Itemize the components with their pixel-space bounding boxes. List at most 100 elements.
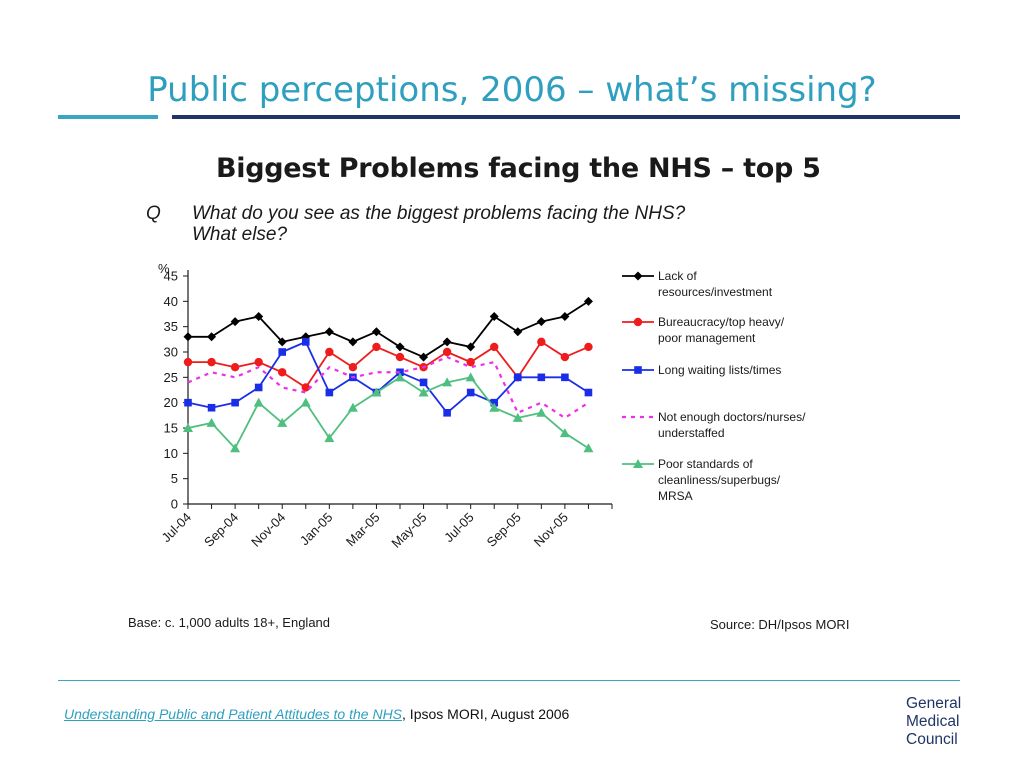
data-point xyxy=(419,352,429,362)
data-point xyxy=(443,409,451,417)
base-note: Base: c. 1,000 adults 18+, England xyxy=(128,615,331,630)
data-point xyxy=(183,357,193,367)
data-point xyxy=(325,347,334,357)
data-point xyxy=(490,342,499,352)
legend-label: resources/investment xyxy=(658,285,773,299)
data-point xyxy=(489,312,499,322)
x-tick-label: Nov-05 xyxy=(531,510,571,550)
data-point xyxy=(537,373,546,382)
data-point xyxy=(300,397,311,407)
legend-label: Long waiting lists/times xyxy=(658,363,781,377)
report-link[interactable]: Understanding Public and Patient Attitud… xyxy=(64,706,403,722)
x-tick-label: May-05 xyxy=(388,510,429,551)
data-point xyxy=(347,402,358,412)
legend-label: Not enough doctors/nurses/ xyxy=(658,410,806,424)
y-tick-label: 45 xyxy=(164,269,178,284)
data-point xyxy=(513,373,522,382)
data-point xyxy=(183,332,193,342)
title-rule xyxy=(172,115,960,119)
data-point xyxy=(442,337,452,347)
legend-label: MRSA xyxy=(658,489,693,503)
data-point xyxy=(490,398,499,407)
data-point xyxy=(442,347,452,357)
x-tick-label: Jul-04 xyxy=(158,510,194,546)
data-point xyxy=(230,317,240,327)
series-line-5 xyxy=(187,376,589,450)
data-point xyxy=(489,402,500,412)
data-point xyxy=(512,412,523,422)
data-point xyxy=(301,338,310,346)
chart-heading: Biggest Problems facing the NHS – top 5 xyxy=(216,153,821,184)
data-point xyxy=(466,357,475,367)
footer-reference-rest: , Ipsos MORI, August 2006 xyxy=(402,706,570,722)
question-text: What do you see as the biggest problems … xyxy=(192,203,832,245)
y-tick-label: 10 xyxy=(164,446,178,461)
series-line-2 xyxy=(188,340,589,389)
logo-line-3: Council xyxy=(906,731,958,748)
question-line-2: What else? xyxy=(192,224,288,245)
x-tick-label: Mar-05 xyxy=(343,510,383,550)
data-point xyxy=(206,417,217,427)
legend-marker-1 xyxy=(633,271,643,281)
data-point xyxy=(254,312,264,322)
legend-label: Bureaucracy/top heavy/ xyxy=(658,315,785,329)
legend-label: poor management xyxy=(658,331,756,345)
data-point xyxy=(348,363,358,372)
data-point xyxy=(395,372,405,382)
y-tick-label: 0 xyxy=(171,497,178,512)
legend-label: Poor standards of xyxy=(658,457,753,471)
data-point xyxy=(371,327,381,337)
x-tick-label: Jul-05 xyxy=(441,510,477,546)
y-tick-label: 20 xyxy=(164,395,178,410)
data-point xyxy=(325,388,334,397)
data-point xyxy=(231,398,239,407)
data-point xyxy=(584,388,593,397)
legend-marker-5 xyxy=(633,459,643,468)
x-tick-label: Sep-04 xyxy=(201,510,241,550)
data-point xyxy=(277,417,288,427)
data-point xyxy=(466,388,475,397)
data-point xyxy=(324,433,335,443)
series-line-4 xyxy=(187,355,590,419)
data-point xyxy=(278,368,287,377)
y-tick-label: 35 xyxy=(164,319,178,334)
data-point xyxy=(395,342,405,352)
data-point xyxy=(465,372,476,382)
y-tick-label: 15 xyxy=(164,421,178,436)
y-axis-label: % xyxy=(158,261,170,276)
data-point xyxy=(348,337,358,347)
data-point xyxy=(395,352,405,362)
data-point xyxy=(254,383,263,392)
x-tick-label: Nov-04 xyxy=(248,510,288,550)
question-label: Q xyxy=(146,203,161,224)
y-tick-label: 5 xyxy=(171,471,178,486)
data-point xyxy=(466,342,476,352)
question-line-1: What do you see as the biggest problems … xyxy=(192,203,686,224)
data-point xyxy=(372,342,381,352)
data-point xyxy=(418,387,429,397)
data-point xyxy=(324,327,334,337)
data-point xyxy=(560,312,570,322)
data-point xyxy=(230,363,240,372)
data-point xyxy=(396,368,404,377)
data-point xyxy=(253,397,264,407)
data-point xyxy=(513,327,523,337)
footer-rule xyxy=(58,680,960,681)
data-point xyxy=(278,348,287,356)
data-point xyxy=(277,337,287,347)
data-point xyxy=(583,296,593,306)
footer-reference: Understanding Public and Patient Attitud… xyxy=(64,706,569,722)
legend-marker-2 xyxy=(633,317,643,327)
y-tick-label: 40 xyxy=(164,294,178,309)
data-point xyxy=(301,383,310,392)
data-point xyxy=(371,387,382,397)
legend-label: Lack of xyxy=(658,269,697,283)
slide-title: Public perceptions, 2006 – what’s missin… xyxy=(147,70,877,110)
y-tick-label: 30 xyxy=(164,345,178,360)
legend-marker-3 xyxy=(634,366,642,374)
data-point xyxy=(207,332,217,342)
data-point xyxy=(254,357,263,367)
data-point xyxy=(583,443,594,453)
x-tick-label: Jan-05 xyxy=(297,510,336,549)
